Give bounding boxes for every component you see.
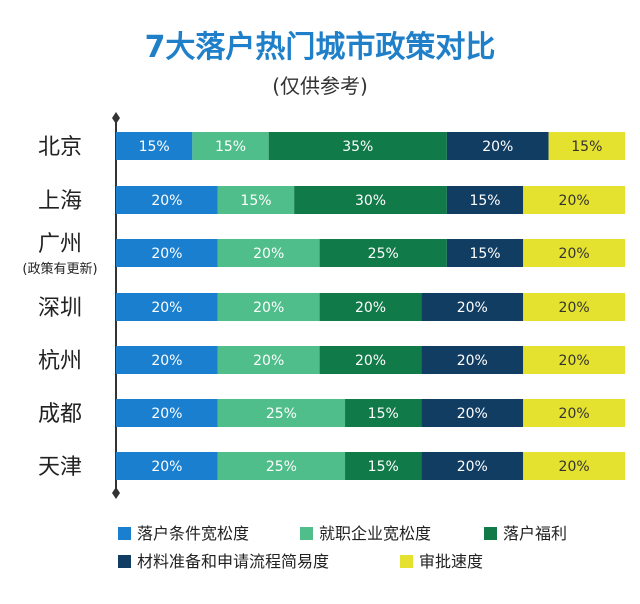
bar-segment <box>116 239 218 267</box>
axis-top-marker <box>112 112 120 124</box>
data-label: 25% <box>368 246 399 262</box>
legend-label: 审批速度 <box>419 552 484 571</box>
bar-segment <box>116 132 193 160</box>
bar-segment <box>523 186 625 214</box>
category-label: 上海 <box>38 189 82 214</box>
data-label: 20% <box>457 300 488 316</box>
bar-segment <box>319 239 447 267</box>
legend-item: 就职企业宽松度 <box>300 520 431 544</box>
data-label: 20% <box>151 246 182 262</box>
data-label: 15% <box>469 246 500 262</box>
data-label: 20% <box>559 459 590 475</box>
bar-segment <box>116 399 218 427</box>
chart-subtitle: (仅供参考) <box>272 74 368 98</box>
data-label: 20% <box>151 193 182 209</box>
category-label: 广州 <box>38 232 82 257</box>
bar-segment <box>217 452 346 480</box>
category-note: (政策有更新) <box>22 261 97 277</box>
legend-item: 审批速度 <box>400 548 483 572</box>
data-label: 15% <box>469 193 500 209</box>
bar-segment <box>446 186 524 214</box>
data-label: 20% <box>482 139 513 155</box>
data-label: 20% <box>559 246 590 262</box>
bar-segment <box>217 186 295 214</box>
data-label: 15% <box>215 139 246 155</box>
bar-segment <box>523 239 625 267</box>
data-label: 15% <box>571 139 602 155</box>
bar-segment <box>116 452 218 480</box>
data-label: 15% <box>368 459 399 475</box>
data-label: 25% <box>266 406 297 422</box>
data-label: 30% <box>355 193 386 209</box>
category-label: 深圳 <box>38 296 82 321</box>
bar-segment <box>446 132 549 160</box>
legend-label: 落户福利 <box>503 524 568 543</box>
data-label: 20% <box>151 300 182 316</box>
legend-swatch <box>300 527 313 540</box>
legend-item: 材料准备和申请流程简易度 <box>118 548 329 572</box>
category-label: 成都 <box>38 402 82 427</box>
data-label: 20% <box>253 300 284 316</box>
data-label: 20% <box>253 246 284 262</box>
bar-segment <box>192 132 269 160</box>
data-label: 15% <box>240 193 271 209</box>
data-label: 20% <box>559 300 590 316</box>
data-label: 20% <box>253 353 284 369</box>
bar-segment <box>421 293 524 321</box>
legend-item: 落户福利 <box>484 520 567 544</box>
bar-segment <box>319 346 422 374</box>
bar-segment <box>116 346 218 374</box>
bar-segment <box>421 452 524 480</box>
data-label: 20% <box>559 193 590 209</box>
bar-segment <box>345 452 422 480</box>
axis-bottom-marker <box>112 487 120 499</box>
legend-swatch <box>484 527 497 540</box>
data-label: 15% <box>368 406 399 422</box>
legend-label: 就职企业宽松度 <box>319 524 432 543</box>
data-label: 25% <box>266 459 297 475</box>
bar-segment <box>116 186 218 214</box>
category-label: 天津 <box>38 455 82 480</box>
data-label: 20% <box>151 459 182 475</box>
data-label: 20% <box>559 406 590 422</box>
bar-segment <box>294 186 447 214</box>
data-label: 20% <box>457 459 488 475</box>
bar-segment <box>523 293 625 321</box>
category-label: 杭州 <box>38 349 82 374</box>
legend-label: 落户条件宽松度 <box>137 524 250 543</box>
bar-segment <box>523 346 625 374</box>
data-label: 20% <box>559 353 590 369</box>
bar-segment <box>421 346 524 374</box>
legend-swatch <box>118 527 131 540</box>
data-label: 20% <box>355 353 386 369</box>
bar-segment <box>523 399 625 427</box>
bar-segment <box>548 132 625 160</box>
legend-swatch <box>118 555 131 568</box>
bar-segment <box>217 239 320 267</box>
bar-segment <box>446 239 524 267</box>
data-label: 20% <box>355 300 386 316</box>
bar-segment <box>345 399 422 427</box>
data-label: 35% <box>342 139 373 155</box>
data-label: 20% <box>151 353 182 369</box>
data-label: 20% <box>457 353 488 369</box>
bar-segment <box>217 399 346 427</box>
data-label: 15% <box>139 139 170 155</box>
bar-segment <box>523 452 625 480</box>
category-label: 北京 <box>38 135 82 160</box>
data-label: 20% <box>151 406 182 422</box>
bar-segment <box>421 399 524 427</box>
legend-swatch <box>400 555 413 568</box>
legend-item: 落户条件宽松度 <box>118 520 249 544</box>
bar-segment <box>268 132 447 160</box>
chart-title: 7大落户热门城市政策对比 <box>144 30 496 65</box>
bar-segment <box>319 293 422 321</box>
bar-segment <box>116 293 218 321</box>
bar-segment <box>217 293 320 321</box>
data-label: 20% <box>457 406 488 422</box>
bar-segment <box>217 346 320 374</box>
legend-label: 材料准备和申请流程简易度 <box>137 552 330 571</box>
